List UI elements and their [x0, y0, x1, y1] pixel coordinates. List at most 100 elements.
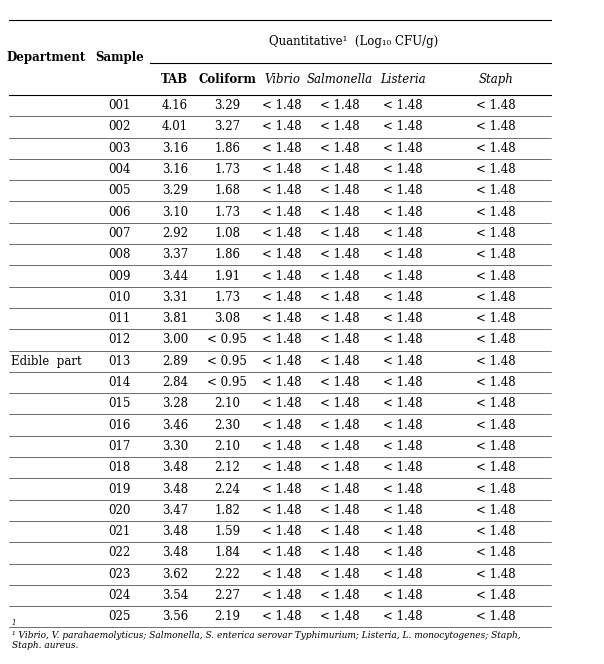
- Text: 3.37: 3.37: [162, 248, 188, 261]
- Text: 3.81: 3.81: [162, 312, 188, 325]
- Text: 025: 025: [108, 610, 130, 623]
- Text: < 1.48: < 1.48: [320, 589, 360, 602]
- Text: 003: 003: [108, 141, 130, 155]
- Text: < 1.48: < 1.48: [383, 440, 423, 453]
- Text: < 0.95: < 0.95: [207, 355, 247, 368]
- Text: < 1.48: < 1.48: [262, 546, 302, 560]
- Text: 3.00: 3.00: [162, 333, 188, 347]
- Text: < 1.48: < 1.48: [262, 227, 302, 240]
- Text: < 1.48: < 1.48: [476, 291, 515, 304]
- Text: 4.01: 4.01: [162, 120, 188, 133]
- Text: < 1.48: < 1.48: [320, 99, 360, 112]
- Text: < 1.48: < 1.48: [320, 163, 360, 176]
- Text: < 1.48: < 1.48: [476, 568, 515, 581]
- Text: < 1.48: < 1.48: [383, 206, 423, 218]
- Text: 020: 020: [108, 504, 130, 517]
- Text: < 1.48: < 1.48: [476, 376, 515, 389]
- Text: 3.08: 3.08: [214, 312, 240, 325]
- Text: < 1.48: < 1.48: [262, 206, 302, 218]
- Text: < 1.48: < 1.48: [262, 418, 302, 432]
- Text: < 1.48: < 1.48: [383, 546, 423, 560]
- Text: 3.62: 3.62: [162, 568, 188, 581]
- Text: < 1.48: < 1.48: [383, 355, 423, 368]
- Text: < 1.48: < 1.48: [320, 525, 360, 538]
- Text: 3.16: 3.16: [162, 163, 188, 176]
- Text: < 1.48: < 1.48: [476, 248, 515, 261]
- Text: 1.73: 1.73: [214, 163, 240, 176]
- Text: < 1.48: < 1.48: [476, 397, 515, 410]
- Text: 3.48: 3.48: [162, 483, 188, 495]
- Text: < 1.48: < 1.48: [383, 525, 423, 538]
- Text: < 1.48: < 1.48: [320, 248, 360, 261]
- Text: 3.56: 3.56: [162, 610, 188, 623]
- Text: 021: 021: [108, 525, 130, 538]
- Text: 006: 006: [108, 206, 130, 218]
- Text: < 1.48: < 1.48: [383, 141, 423, 155]
- Text: 017: 017: [108, 440, 130, 453]
- Text: 001: 001: [108, 99, 130, 112]
- Text: < 1.48: < 1.48: [383, 418, 423, 432]
- Text: < 1.48: < 1.48: [320, 546, 360, 560]
- Text: Quantitative¹  (Log₁₀ CFU/g): Quantitative¹ (Log₁₀ CFU/g): [269, 35, 438, 48]
- Text: < 1.48: < 1.48: [383, 248, 423, 261]
- Text: 008: 008: [108, 248, 130, 261]
- Text: < 1.48: < 1.48: [320, 610, 360, 623]
- Text: < 1.48: < 1.48: [383, 120, 423, 133]
- Text: < 1.48: < 1.48: [262, 504, 302, 517]
- Text: 1.59: 1.59: [214, 525, 240, 538]
- Text: < 1.48: < 1.48: [320, 206, 360, 218]
- Text: < 1.48: < 1.48: [476, 461, 515, 474]
- Text: < 1.48: < 1.48: [383, 291, 423, 304]
- Text: < 1.48: < 1.48: [476, 312, 515, 325]
- Text: < 1.48: < 1.48: [383, 589, 423, 602]
- Text: 012: 012: [108, 333, 130, 347]
- Text: 2.10: 2.10: [214, 440, 240, 453]
- Text: < 1.48: < 1.48: [320, 440, 360, 453]
- Text: Edible  part: Edible part: [11, 355, 82, 368]
- Text: 010: 010: [108, 291, 130, 304]
- Text: < 1.48: < 1.48: [383, 312, 423, 325]
- Text: < 1.48: < 1.48: [476, 206, 515, 218]
- Text: < 1.48: < 1.48: [262, 525, 302, 538]
- Text: 1.73: 1.73: [214, 291, 240, 304]
- Text: 3.48: 3.48: [162, 461, 188, 474]
- Text: < 1.48: < 1.48: [476, 185, 515, 197]
- Text: 3.27: 3.27: [214, 120, 240, 133]
- Text: < 1.48: < 1.48: [320, 355, 360, 368]
- Text: < 0.95: < 0.95: [207, 333, 247, 347]
- Text: < 1.48: < 1.48: [320, 333, 360, 347]
- Text: < 1.48: < 1.48: [262, 185, 302, 197]
- Text: 2.19: 2.19: [214, 610, 240, 623]
- Text: < 1.48: < 1.48: [320, 568, 360, 581]
- Text: < 1.48: < 1.48: [320, 483, 360, 495]
- Text: < 1.48: < 1.48: [262, 248, 302, 261]
- Text: 2.12: 2.12: [214, 461, 240, 474]
- Text: < 1.48: < 1.48: [383, 163, 423, 176]
- Text: < 1.48: < 1.48: [262, 568, 302, 581]
- Text: < 1.48: < 1.48: [262, 141, 302, 155]
- Text: 3.48: 3.48: [162, 525, 188, 538]
- Text: < 1.48: < 1.48: [262, 270, 302, 282]
- Text: 018: 018: [108, 461, 130, 474]
- Text: < 1.48: < 1.48: [476, 546, 515, 560]
- Text: 023: 023: [108, 568, 130, 581]
- Text: Coliform: Coliform: [199, 72, 256, 86]
- Text: < 1.48: < 1.48: [320, 291, 360, 304]
- Text: < 1.48: < 1.48: [262, 99, 302, 112]
- Text: 1.91: 1.91: [214, 270, 240, 282]
- Text: < 1.48: < 1.48: [476, 355, 515, 368]
- Text: 3.48: 3.48: [162, 546, 188, 560]
- Text: < 1.48: < 1.48: [383, 568, 423, 581]
- Text: < 1.48: < 1.48: [383, 270, 423, 282]
- Text: < 1.48: < 1.48: [476, 333, 515, 347]
- Text: Department: Department: [7, 51, 86, 64]
- Text: 1.73: 1.73: [214, 206, 240, 218]
- Text: 1.86: 1.86: [214, 141, 240, 155]
- Text: < 1.48: < 1.48: [320, 418, 360, 432]
- Text: 022: 022: [108, 546, 130, 560]
- Text: 1.82: 1.82: [214, 504, 240, 517]
- Text: 2.92: 2.92: [162, 227, 188, 240]
- Text: < 1.48: < 1.48: [320, 504, 360, 517]
- Text: < 1.48: < 1.48: [476, 589, 515, 602]
- Text: 3.46: 3.46: [162, 418, 188, 432]
